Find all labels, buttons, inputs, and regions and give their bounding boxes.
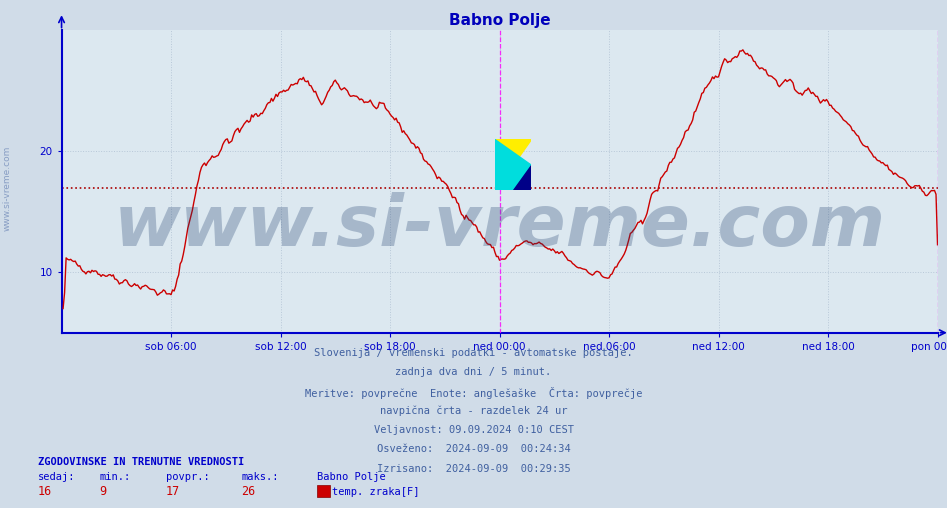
Text: povpr.:: povpr.:: [166, 472, 209, 482]
Text: Izrisano:  2024-09-09  00:29:35: Izrisano: 2024-09-09 00:29:35: [377, 464, 570, 474]
Text: maks.:: maks.:: [241, 472, 279, 482]
Polygon shape: [495, 139, 531, 190]
Text: min.:: min.:: [99, 472, 131, 482]
Text: 17: 17: [166, 485, 180, 498]
Text: ZGODOVINSKE IN TRENUTNE VREDNOSTI: ZGODOVINSKE IN TRENUTNE VREDNOSTI: [38, 457, 244, 467]
Text: sedaj:: sedaj:: [38, 472, 76, 482]
Text: www.si-vreme.com: www.si-vreme.com: [114, 193, 885, 262]
Text: www.si-vreme.com: www.si-vreme.com: [3, 145, 12, 231]
Text: Slovenija / vremenski podatki - avtomatske postaje.: Slovenija / vremenski podatki - avtomats…: [314, 348, 633, 358]
Text: 16: 16: [38, 485, 52, 498]
Text: Babno Polje: Babno Polje: [317, 472, 386, 482]
Title: Babno Polje: Babno Polje: [449, 13, 550, 28]
Text: Veljavnost: 09.09.2024 0:10 CEST: Veljavnost: 09.09.2024 0:10 CEST: [373, 425, 574, 435]
Text: Osveženo:  2024-09-09  00:24:34: Osveženo: 2024-09-09 00:24:34: [377, 444, 570, 455]
Text: temp. zraka[F]: temp. zraka[F]: [332, 487, 420, 497]
Polygon shape: [513, 165, 531, 190]
Text: zadnja dva dni / 5 minut.: zadnja dva dni / 5 minut.: [396, 367, 551, 377]
Text: Meritve: povprečne  Enote: anglešaške  Črta: povprečje: Meritve: povprečne Enote: anglešaške Črt…: [305, 387, 642, 399]
Text: 9: 9: [99, 485, 107, 498]
Text: navpična črta - razdelek 24 ur: navpična črta - razdelek 24 ur: [380, 406, 567, 417]
Text: 26: 26: [241, 485, 256, 498]
Polygon shape: [495, 139, 531, 190]
